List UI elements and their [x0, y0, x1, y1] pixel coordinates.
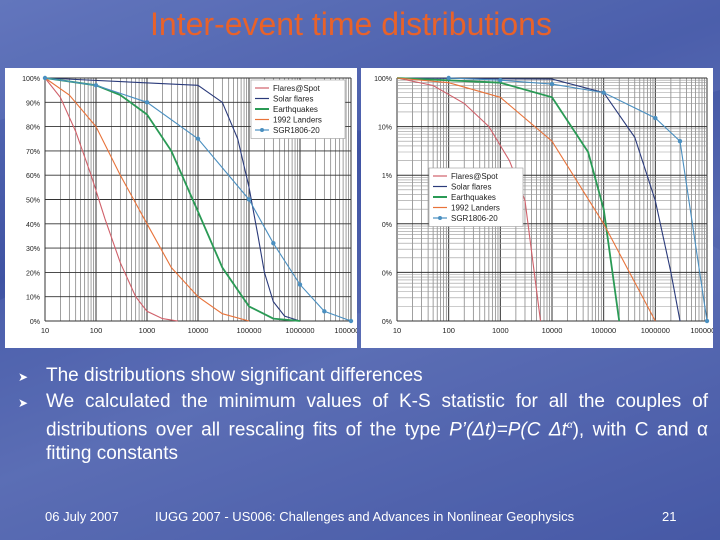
- y-tick-label: 0%: [382, 319, 392, 326]
- y-tick-label: 0%: [382, 222, 392, 229]
- y-tick-label: 20%: [26, 270, 40, 277]
- log-chart-svg: 0% 0% 0% 1% 10% 100% 10 100 1000 10000 100000 10000…: [374, 75, 720, 335]
- legend-label-solar-flares: Solar flares: [273, 95, 313, 104]
- formula-suffix: ), with C and α fitting constants: [46, 419, 708, 465]
- x-tick-label: 100000: [236, 326, 261, 335]
- data-point-sgr1806-20: [601, 90, 606, 95]
- y-tick-label: 50%: [26, 198, 40, 205]
- series-line-1992-landers: [44, 77, 250, 322]
- data-point-sgr1806-20: [246, 197, 252, 202]
- data-point-sgr1806-20: [144, 100, 150, 105]
- data-point-sgr1806-20: [42, 75, 48, 81]
- legend-label-1992-landers: 1992 Landers: [451, 204, 500, 213]
- y-tick-label: 10%: [378, 125, 392, 132]
- y-tick-label: 0%: [382, 270, 392, 277]
- y-tick-label: 80%: [26, 125, 40, 132]
- data-point-sgr1806-20: [704, 318, 710, 324]
- bullet-item-ks-statistic: ➤ We calculated the minimum values of K-…: [18, 390, 708, 466]
- legend-label-sgr1806-20: SGR1806-20: [451, 214, 498, 223]
- x-tick-label: 10000: [188, 326, 209, 335]
- y-tick-label: 30%: [26, 246, 40, 253]
- data-point-sgr1806-20: [322, 309, 327, 314]
- footer-page-number: 21: [662, 509, 677, 524]
- x-tick-label: 10: [41, 326, 49, 335]
- legend-marker-sgr1806-20: [260, 128, 264, 132]
- data-point-sgr1806-20: [498, 78, 503, 83]
- data-point-sgr1806-20: [271, 241, 276, 246]
- series-line-solar-flares: [396, 77, 681, 322]
- log-scale-chart: 0% 0% 0% 1% 10% 100% 10 100 1000 10000 100000 10000…: [361, 68, 720, 348]
- legend-marker-sgr1806-20: [438, 216, 442, 220]
- data-point-sgr1806-20: [348, 318, 354, 324]
- y-tick-label: 100%: [374, 76, 392, 83]
- series-line-1992-landers: [396, 77, 656, 322]
- legend-label-flares-spot: Flares@Spot: [451, 172, 499, 181]
- arrow-bullet-icon: ➤: [18, 396, 29, 410]
- y-tick-label: 90%: [26, 100, 40, 107]
- x-tick-label: 10000000: [690, 326, 713, 335]
- legend-label-solar-flares: Solar flares: [451, 183, 491, 192]
- x-tick-label: 10: [393, 326, 401, 335]
- y-tick-label: 70%: [26, 149, 40, 156]
- x-tick-label: 100000: [591, 326, 616, 335]
- x-tick-label: 10000000: [334, 326, 357, 335]
- linear-chart-svg: 0% 10% 20% 30% 40% 50% 60% 70% 80% 90% 100% 10 100 10…: [22, 75, 368, 335]
- data-point-sgr1806-20: [677, 139, 683, 144]
- bullet-text-differences: The distributions show significant diffe…: [46, 365, 423, 386]
- footer-date: 06 July 2007: [45, 509, 119, 524]
- series-line-flares-spot: [44, 77, 178, 322]
- data-point-sgr1806-20: [446, 75, 451, 81]
- data-point-sgr1806-20: [93, 83, 99, 88]
- legend-label-earthquakes: Earthquakes: [273, 105, 318, 114]
- x-tick-label: 1000: [139, 326, 156, 335]
- x-tick-label: 100: [442, 326, 455, 335]
- formula-exponent: α: [566, 420, 573, 431]
- x-tick-label: 10000: [542, 326, 563, 335]
- linear-scale-chart: 0% 10% 20% 30% 40% 50% 60% 70% 80% 90% 100% 10 100 10…: [5, 68, 368, 348]
- legend-label-earthquakes: Earthquakes: [451, 193, 496, 202]
- x-tick-label: 1000000: [285, 326, 314, 335]
- data-point-sgr1806-20: [195, 136, 201, 141]
- bullet-text-ks: We calculated the minimum values of K-S …: [46, 391, 708, 441]
- x-tick-label: 1000: [492, 326, 509, 335]
- y-tick-label: 0%: [30, 319, 40, 326]
- y-tick-label: 10%: [26, 295, 40, 302]
- y-tick-label: 40%: [26, 222, 40, 229]
- x-tick-label: 100: [90, 326, 103, 335]
- x-tick-label: 1000000: [641, 326, 670, 335]
- slide-title: Inter-event time distributions: [150, 6, 552, 42]
- series-line-earthquakes: [44, 77, 301, 322]
- series-line-flares-spot: [396, 77, 542, 322]
- y-tick-label: 60%: [26, 173, 40, 180]
- data-point-sgr1806-20: [297, 282, 303, 287]
- bullet-item-differences: ➤ The distributions show significant dif…: [18, 364, 708, 388]
- y-tick-label: 1%: [382, 173, 392, 180]
- arrow-bullet-icon: ➤: [18, 370, 29, 384]
- y-tick-label: 100%: [22, 76, 40, 83]
- series-line-solar-flares: [44, 77, 301, 322]
- legend-label-1992-landers: 1992 Landers: [273, 116, 322, 125]
- legend-label-flares-spot: Flares@Spot: [273, 84, 321, 93]
- formula-prefix: P’(Δt)=P(C Δt: [449, 419, 567, 441]
- bullet-list: ➤ The distributions show significant dif…: [18, 364, 708, 468]
- data-point-sgr1806-20: [653, 115, 658, 121]
- footer-conference: IUGG 2007 - US006: Challenges and Advanc…: [155, 509, 575, 524]
- legend-label-sgr1806-20: SGR1806-20: [273, 126, 320, 135]
- data-point-sgr1806-20: [549, 81, 555, 87]
